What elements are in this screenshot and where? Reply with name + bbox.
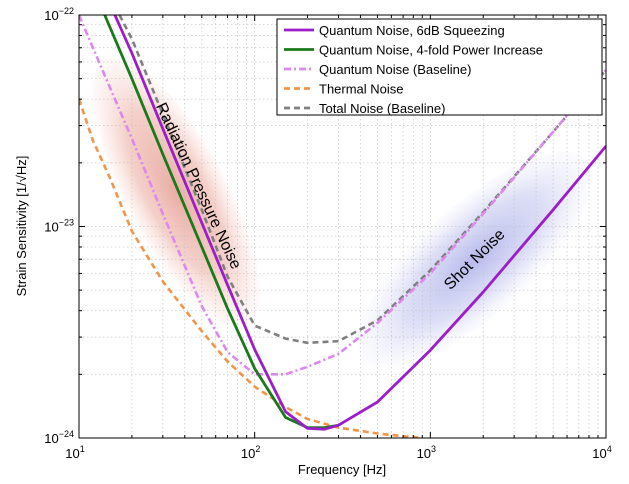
x-tick-label: 101: [65, 444, 84, 461]
legend-label: Quantum Noise, 6dB Squeezing: [319, 23, 505, 38]
legend-label: Quantum Noise, 4-fold Power Increase: [319, 43, 543, 58]
x-axis-title: Frequency [Hz]: [298, 462, 386, 477]
x-tick-label: 104: [592, 444, 611, 461]
series-line-4: [118, 15, 606, 345]
shot-noise-region: [357, 151, 593, 369]
y-tick-label: 10−24: [44, 429, 74, 446]
series-line-3: [79, 98, 423, 438]
y-tick-label: 10−23: [44, 218, 74, 235]
tick-labels: 101 102 103 104 10−24 10−23 10−22: [44, 6, 611, 461]
x-tick-label: 103: [417, 444, 436, 461]
series-line-0: [113, 15, 606, 431]
series-line-2: [79, 15, 606, 376]
y-tick-label: 10−22: [44, 6, 74, 23]
x-tick-label: 102: [241, 444, 260, 461]
axis-ticks: [78, 14, 607, 439]
legend-label: Thermal Noise: [319, 82, 404, 97]
data-series: [79, 15, 606, 438]
legend: Quantum Noise, 6dB Squeezing Quantum Nois…: [276, 18, 603, 116]
y-axis-title: Strain Sensitivity [1/√Hz]: [14, 156, 29, 297]
legend-label: Total Noise (Baseline): [319, 101, 445, 116]
legend-box: [276, 18, 603, 116]
radiation-pressure-region: [92, 57, 260, 327]
legend-label: Quantum Noise (Baseline): [319, 62, 471, 77]
